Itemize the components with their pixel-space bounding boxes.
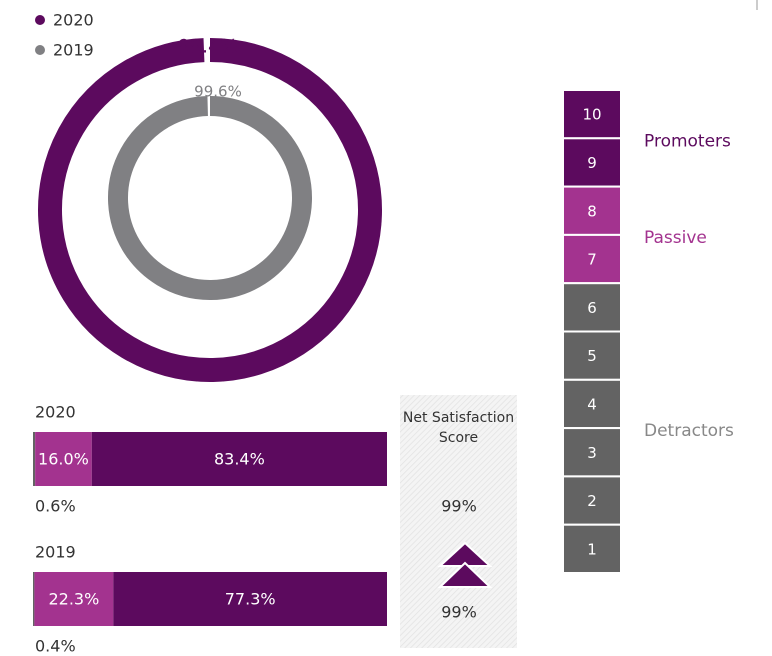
scale-number: 4	[587, 395, 597, 413]
bar-category: 2019	[35, 543, 76, 562]
scale-group-label: Promoters	[644, 131, 731, 151]
scale-box	[562, 378, 622, 430]
scale-number: 1	[587, 540, 597, 558]
ring	[38, 38, 382, 382]
scale-group-label: Detractors	[644, 421, 734, 441]
scale-box	[562, 523, 622, 575]
legend-label: 2019	[53, 41, 94, 60]
scale-number: 2	[587, 492, 597, 510]
ring-label: 99.6%	[194, 83, 242, 101]
legend-dot	[35, 45, 45, 55]
chevron	[437, 561, 493, 588]
bar-segment	[34, 572, 114, 626]
nss-title-box: Net Satisfaction Score	[402, 410, 515, 446]
segment-label: 0.4%	[35, 637, 76, 656]
scale-number: 7	[587, 251, 597, 269]
legend-dot	[35, 15, 45, 25]
nss-panel	[400, 395, 517, 648]
scale-number: 9	[587, 154, 597, 172]
segment-label: 0.6%	[35, 497, 76, 516]
scale-number: 5	[587, 347, 597, 365]
scale-number: 3	[587, 444, 597, 462]
legend-label: 2020	[53, 11, 94, 30]
scale-box	[562, 282, 622, 333]
bar-segment	[113, 572, 387, 626]
scale-group-label: Passive	[644, 228, 707, 248]
nss-value: 99%	[441, 603, 477, 622]
bar-category: 2020	[35, 403, 76, 422]
nss-title: Net Satisfaction Score	[402, 410, 515, 446]
ring	[108, 96, 312, 300]
segment-label: 16.0%	[38, 450, 89, 469]
scale-number: 6	[587, 299, 597, 317]
bar-segment	[35, 432, 92, 486]
scale-number: 8	[587, 202, 597, 220]
scale-box	[562, 185, 622, 236]
segment-label: 83.4%	[214, 450, 265, 469]
scale-box	[562, 89, 622, 140]
bar-segment	[33, 572, 35, 626]
scale-number: 10	[582, 106, 601, 124]
ring-label: 99.4%	[178, 36, 238, 58]
segment-label: 77.3%	[225, 590, 276, 609]
bar-segment	[33, 432, 36, 486]
nss-value: 99%	[441, 497, 477, 516]
bar-segment	[91, 432, 387, 486]
scale-box	[562, 233, 622, 285]
segment-label: 22.3%	[48, 590, 99, 609]
